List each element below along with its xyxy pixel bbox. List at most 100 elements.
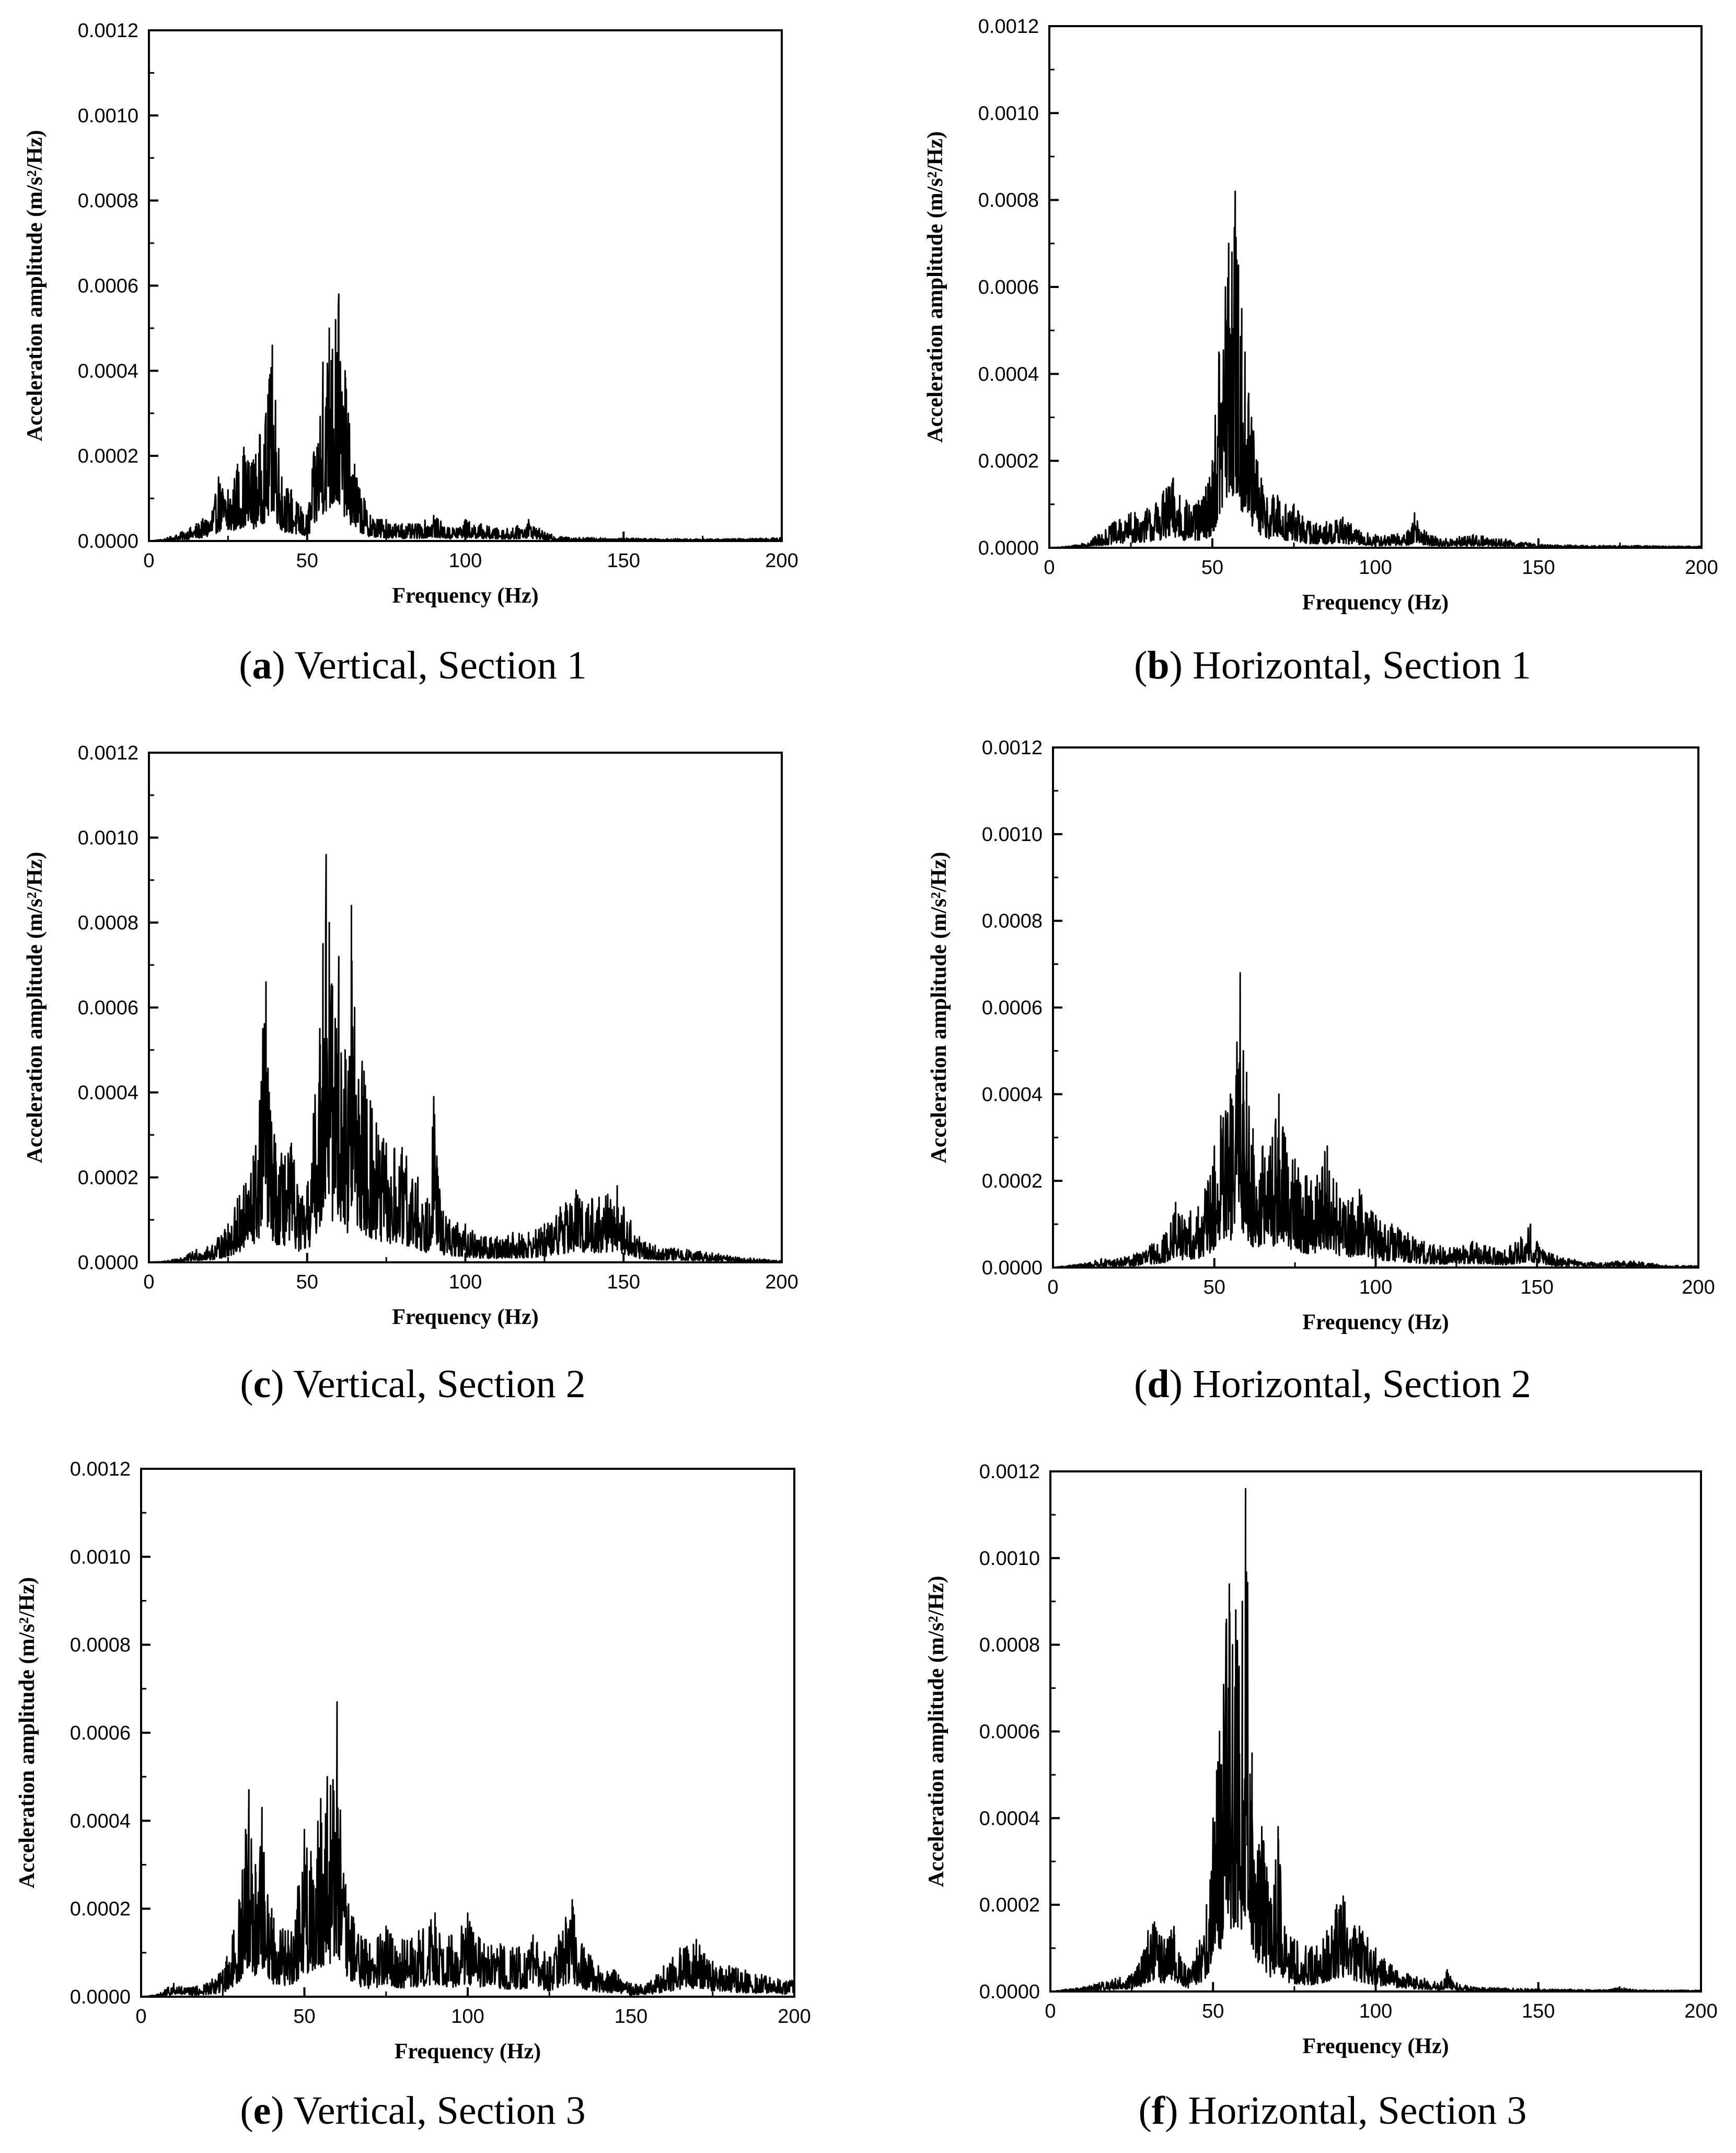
caption-c: (c) Vertical, Section 2	[240, 1362, 586, 1406]
spectrum-line-d	[1052, 972, 1699, 1269]
x-tick-label-d: 200	[1682, 1276, 1715, 1298]
y-tick-label-e: 0.0004	[70, 1810, 131, 1832]
x-tick-label-b: 150	[1522, 557, 1555, 579]
y-tick-label-a: 0.0010	[78, 105, 138, 127]
y-tick-label-b: 0.0008	[978, 190, 1039, 212]
x-axis-title-c: Frequency (Hz)	[392, 1305, 538, 1329]
y-tick-label-d: 0.0010	[982, 824, 1043, 846]
x-tick-label-f: 50	[1202, 2000, 1224, 2022]
y-axis-title-a: Acceleration amplitude (m/s²/Hz)	[23, 130, 47, 442]
y-tick-label-b: 0.0000	[978, 537, 1039, 559]
y-axis-title-f: Acceleration amplitude (m/s²/Hz)	[924, 1576, 948, 1887]
y-tick-label-c: 0.0008	[78, 912, 138, 934]
x-tick-label-b: 0	[1044, 557, 1055, 579]
x-tick-label-f: 100	[1359, 2000, 1392, 2022]
x-tick-label-d: 100	[1359, 1276, 1392, 1298]
caption-text-e: Vertical, Section 3	[293, 2089, 586, 2133]
y-tick-label-d: 0.0000	[982, 1257, 1043, 1279]
y-tick-label-f: 0.0000	[979, 1981, 1040, 2003]
y-tick-label-b: 0.0002	[978, 451, 1039, 473]
y-tick-label-d: 0.0006	[982, 997, 1043, 1019]
x-tick-label-b: 100	[1359, 557, 1392, 579]
x-tick-label-b: 50	[1201, 557, 1223, 579]
y-tick-label-f: 0.0004	[979, 1807, 1040, 1829]
x-tick-label-a: 0	[143, 550, 154, 572]
y-tick-label-c: 0.0004	[78, 1082, 138, 1104]
y-tick-label-e: 0.0010	[70, 1546, 131, 1568]
x-tick-label-a: 100	[449, 550, 482, 572]
caption-a: (a) Vertical, Section 1	[239, 643, 587, 687]
y-tick-label-b: 0.0004	[978, 363, 1039, 385]
x-tick-label-e: 50	[293, 2006, 315, 2028]
x-tick-label-e: 100	[451, 2006, 484, 2028]
x-tick-label-f: 0	[1045, 2000, 1056, 2022]
spectrum-line-f	[1050, 1488, 1702, 1993]
y-tick-label-d: 0.0004	[982, 1084, 1043, 1106]
x-axis-title-f: Frequency (Hz)	[1302, 2034, 1449, 2058]
y-axis-title-b: Acceleration amplitude (m/s²/Hz)	[923, 131, 947, 443]
x-tick-label-b: 200	[1685, 557, 1718, 579]
x-tick-label-d: 150	[1521, 1276, 1554, 1298]
y-tick-label-c: 0.0002	[78, 1167, 138, 1189]
x-tick-label-c: 0	[143, 1271, 154, 1293]
x-tick-label-a: 50	[296, 550, 318, 572]
spectrum-line-c	[148, 854, 783, 1263]
y-axis-title-e: Acceleration amplitude (m/s²/Hz)	[15, 1577, 39, 1889]
x-tick-label-d: 0	[1047, 1276, 1058, 1298]
y-tick-label-d: 0.0002	[982, 1170, 1043, 1192]
x-tick-label-d: 50	[1203, 1276, 1225, 1298]
caption-e: (e) Vertical, Section 3	[240, 2089, 586, 2133]
y-tick-label-a: 0.0000	[78, 531, 138, 552]
caption-letter-a: a	[252, 643, 272, 687]
x-axis-title-b: Frequency (Hz)	[1302, 591, 1449, 615]
x-tick-label-a: 200	[765, 550, 798, 572]
y-tick-label-e: 0.0000	[70, 1986, 131, 2008]
y-axis-title-d: Acceleration amplitude (m/s²/Hz)	[927, 852, 951, 1164]
caption-letter-f: f	[1151, 2089, 1165, 2133]
x-axis-title-a: Frequency (Hz)	[392, 584, 538, 608]
y-tick-label-c: 0.0012	[78, 742, 138, 764]
y-tick-label-a: 0.0004	[78, 360, 138, 382]
y-tick-label-a: 0.0012	[78, 20, 138, 42]
y-tick-label-a: 0.0002	[78, 445, 138, 467]
caption-b: (b) Horizontal, Section 1	[1134, 643, 1531, 687]
caption-d: (d) Horizontal, Section 2	[1134, 1362, 1531, 1406]
y-tick-label-f: 0.0010	[979, 1548, 1040, 1570]
caption-text-b: Horizontal, Section 1	[1192, 643, 1531, 687]
x-tick-label-c: 150	[607, 1271, 640, 1293]
x-tick-label-f: 150	[1522, 2000, 1555, 2022]
caption-text-c: Vertical, Section 2	[293, 1362, 586, 1406]
caption-letter-e: e	[253, 2089, 271, 2133]
caption-f: (f) Horizontal, Section 3	[1138, 2089, 1527, 2133]
plot-frame-f	[1049, 1470, 1702, 1993]
y-tick-label-f: 0.0006	[979, 1721, 1040, 1743]
y-tick-label-b: 0.0010	[978, 102, 1039, 124]
caption-text-f: Horizontal, Section 3	[1188, 2089, 1527, 2133]
y-tick-label-e: 0.0002	[70, 1898, 131, 1920]
y-tick-label-a: 0.0008	[78, 190, 138, 212]
y-axis-title-c: Acceleration amplitude (m/s²/Hz)	[23, 852, 47, 1164]
x-axis-title-e: Frequency (Hz)	[395, 2040, 541, 2064]
caption-text-d: Horizontal, Section 2	[1192, 1362, 1531, 1406]
y-tick-label-d: 0.0008	[982, 911, 1043, 932]
y-tick-label-d: 0.0012	[982, 737, 1043, 759]
x-tick-label-c: 100	[449, 1271, 482, 1293]
x-tick-label-f: 200	[1684, 2000, 1717, 2022]
spectrum-line-b	[1049, 190, 1703, 549]
x-tick-label-e: 0	[135, 2006, 146, 2028]
caption-text-a: Vertical, Section 1	[294, 643, 587, 687]
y-tick-label-b: 0.0006	[978, 277, 1039, 298]
y-tick-label-c: 0.0006	[78, 997, 138, 1019]
caption-letter-b: b	[1147, 643, 1170, 687]
y-tick-label-f: 0.0008	[979, 1634, 1040, 1656]
y-tick-label-e: 0.0006	[70, 1722, 131, 1744]
caption-letter-d: d	[1147, 1362, 1170, 1406]
y-tick-label-c: 0.0010	[78, 827, 138, 849]
x-tick-label-a: 150	[607, 550, 640, 572]
